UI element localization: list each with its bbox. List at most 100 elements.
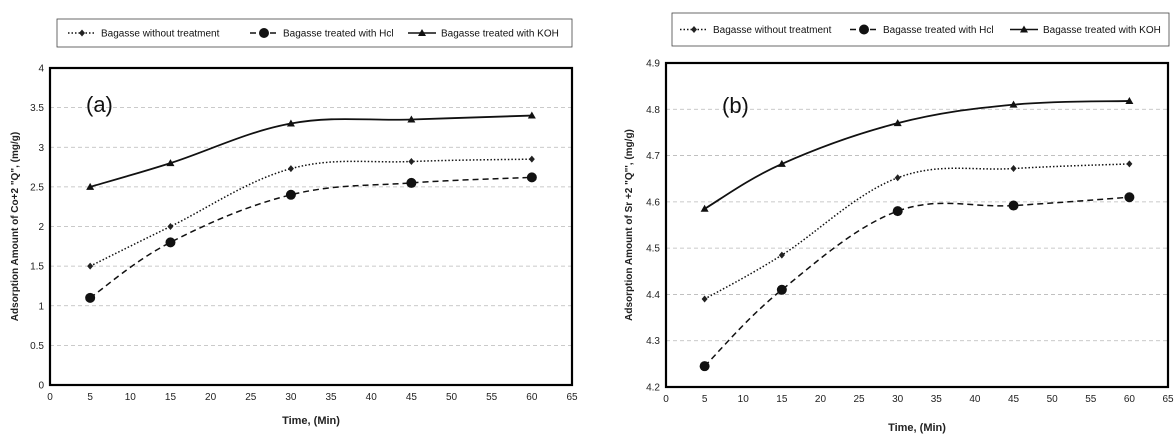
x-tick-label: 40 <box>366 392 378 403</box>
plot-frame <box>664 61 1170 389</box>
data-point <box>87 262 94 270</box>
chart-panel-b: 4.2 4.3 4.4 4.5 4.6 4.7 4.8 4.9 0 5 10 15 20 25 30 35 40… <box>624 12 1174 434</box>
panel-label: (b) <box>722 93 749 118</box>
x-tick-label: 55 <box>1085 394 1097 405</box>
x-tick-label: 15 <box>776 394 788 405</box>
x-tick-label: 50 <box>446 392 458 403</box>
y-tick-label: 0.5 <box>30 341 44 352</box>
data-point <box>699 361 710 372</box>
legend-box <box>56 18 573 48</box>
data-point <box>407 115 416 123</box>
data-point <box>893 119 902 127</box>
y-tick-label: 4.6 <box>646 197 660 208</box>
x-tick-label: 65 <box>1162 394 1174 405</box>
data-point <box>1126 160 1133 168</box>
plot-frame <box>48 66 574 387</box>
data-point <box>86 182 95 190</box>
x-tick-label: 0 <box>47 392 53 403</box>
series-line-3 <box>704 100 1130 210</box>
y-tick-label: 2 <box>38 222 44 233</box>
legend-marker-2 <box>859 24 869 35</box>
legend-label-2: Bagasse treated with Hcl <box>283 29 394 40</box>
y-tick-label: 4.3 <box>646 336 660 347</box>
data-point <box>1124 192 1135 203</box>
data-point <box>406 177 417 188</box>
data-point <box>894 174 901 182</box>
x-tick-label: 35 <box>326 392 338 403</box>
x-tick-label: 60 <box>1124 394 1136 405</box>
x-tick-label: 30 <box>285 392 297 403</box>
y-tick-label: 4 <box>38 64 44 75</box>
x-tick-label: 30 <box>892 394 904 405</box>
panel-label: (a) <box>86 92 113 117</box>
data-point <box>1009 100 1018 108</box>
data-point <box>778 251 785 259</box>
data-point <box>1010 165 1017 173</box>
y-axis-title: Adsorption Amount of Sr +2 "Q"', (mg/g) <box>624 129 635 321</box>
legend-marker-3 <box>418 29 426 36</box>
data-point <box>285 189 296 200</box>
y-tick-label: 3.5 <box>30 103 44 114</box>
y-tick-label: 4.9 <box>646 59 660 70</box>
y-tick-label: 3 <box>38 143 44 154</box>
data-point <box>286 119 295 127</box>
series-line-2 <box>89 176 532 299</box>
x-tick-label: 10 <box>125 392 137 403</box>
data-point <box>701 295 708 303</box>
y-tick-label: 4.5 <box>646 244 660 255</box>
data-point <box>165 237 176 248</box>
legend-marker-1 <box>691 26 697 33</box>
y-tick-label: 4.8 <box>646 105 660 116</box>
legend-label-3: Bagasse treated with KOH <box>441 29 559 40</box>
legend-label-2: Bagasse treated with Hcl <box>883 25 994 36</box>
data-point <box>167 223 174 230</box>
x-tick-label: 0 <box>663 394 669 405</box>
x-tick-label: 20 <box>205 392 217 403</box>
y-tick-label: 1.5 <box>30 262 44 273</box>
x-tick-label: 35 <box>931 394 943 405</box>
x-tick-label: 5 <box>702 394 708 405</box>
x-tick-label: 10 <box>738 394 750 405</box>
legend-label-1: Bagasse without treatment <box>713 25 832 36</box>
x-tick-label: 25 <box>245 392 257 403</box>
y-tick-label: 4.2 <box>646 383 660 394</box>
y-tick-label: 0 <box>38 381 44 392</box>
legend-marker-2 <box>259 28 269 38</box>
x-tick-label: 60 <box>526 392 538 403</box>
x-tick-label: 15 <box>165 392 177 403</box>
x-tick-label: 40 <box>969 394 981 405</box>
x-tick-label: 5 <box>87 392 93 403</box>
x-tick-label: 50 <box>1047 394 1059 405</box>
x-tick-label: 65 <box>566 392 578 403</box>
legend-box <box>671 12 1170 47</box>
data-point <box>777 159 786 167</box>
data-point <box>526 172 537 183</box>
x-tick-label: 25 <box>854 394 866 405</box>
data-point <box>1008 200 1019 211</box>
data-point <box>776 284 787 295</box>
legend-marker-3 <box>1020 25 1028 33</box>
series-line-3 <box>89 114 532 188</box>
legend-marker-1 <box>79 29 85 37</box>
series-line-2 <box>704 196 1130 367</box>
data-point <box>166 159 175 167</box>
data-point <box>408 158 415 166</box>
legend-label-1: Bagasse without treatment <box>101 29 220 40</box>
y-tick-label: 4.7 <box>646 151 660 162</box>
y-axis-title: Adsorption Amount of Co+2 "Q", (mg/g) <box>10 132 21 321</box>
data-point <box>892 206 903 217</box>
data-point <box>85 292 96 303</box>
x-axis-title: Time, (Min) <box>888 422 946 434</box>
x-tick-label: 20 <box>815 394 827 405</box>
x-tick-label: 45 <box>406 392 418 403</box>
chart-panel-a: 00.511.522.533.540 5 10 15 20 25 30 35 40 45 50 55 6… <box>10 18 578 427</box>
data-point <box>1125 96 1134 104</box>
series-line-1 <box>704 163 1130 300</box>
x-axis-title: Time, (Min) <box>282 415 340 427</box>
y-tick-label: 4.4 <box>646 290 660 301</box>
y-tick-label: 1 <box>38 301 44 312</box>
legend-label-3: Bagasse treated with KOH <box>1043 25 1161 36</box>
x-tick-label: 55 <box>486 392 498 403</box>
data-point <box>700 204 709 212</box>
